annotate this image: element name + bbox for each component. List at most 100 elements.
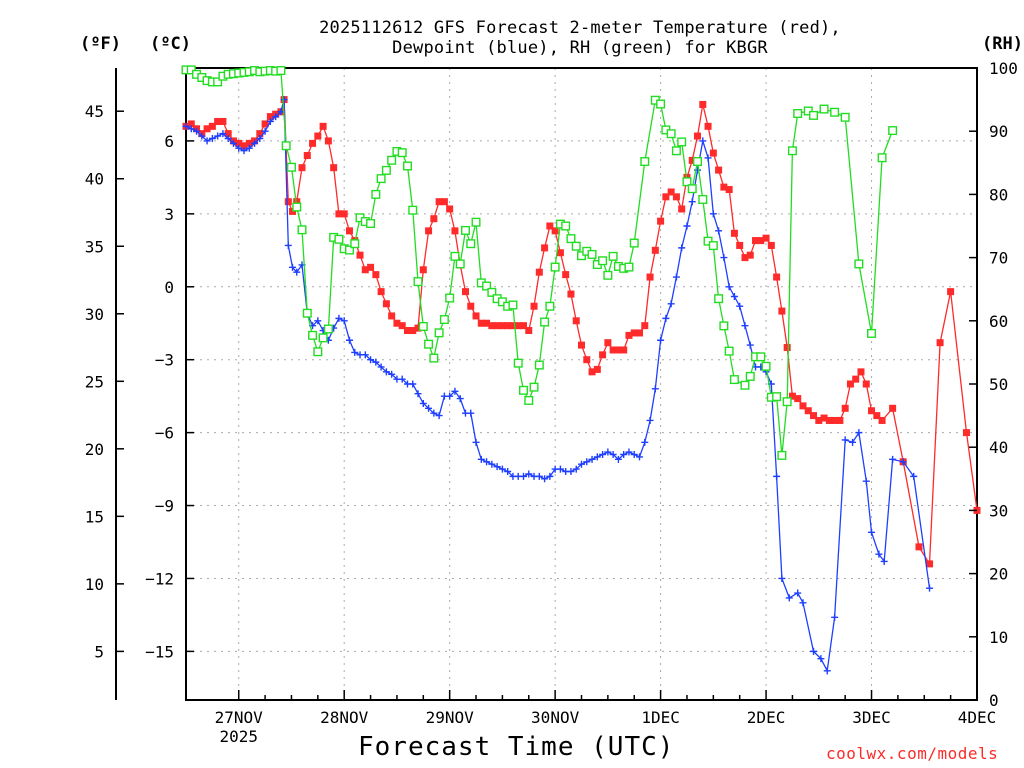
data-point	[651, 385, 659, 393]
data-point	[657, 217, 665, 225]
data-point	[620, 346, 628, 354]
data-point	[729, 375, 739, 385]
data-point	[519, 472, 527, 480]
fahrenheit-tick-label: 20	[85, 440, 104, 459]
data-point	[435, 198, 443, 206]
data-point	[245, 144, 253, 152]
data-point	[773, 273, 781, 281]
data-point	[324, 137, 332, 145]
data-point	[345, 336, 353, 344]
data-point	[873, 412, 881, 420]
data-point	[419, 399, 427, 407]
rh-tick-label: 90	[989, 122, 1008, 141]
data-point	[915, 543, 923, 551]
data-point	[720, 183, 728, 191]
data-point	[488, 322, 496, 330]
data-point	[646, 273, 654, 281]
data-point	[889, 404, 897, 412]
data-point	[525, 470, 533, 478]
data-point	[213, 77, 223, 87]
data-point	[830, 107, 840, 117]
data-point	[746, 341, 754, 349]
data-point	[841, 404, 849, 412]
data-point	[636, 453, 644, 461]
x-axis-label: Forecast Time (UTC)	[358, 732, 675, 762]
data-point	[788, 392, 796, 400]
data-point	[583, 458, 591, 466]
data-point	[256, 130, 264, 138]
data-point	[778, 574, 786, 582]
data-point	[266, 117, 274, 125]
data-point	[947, 288, 955, 296]
data-point	[467, 409, 475, 417]
data-point	[651, 246, 659, 254]
data-point	[823, 667, 831, 675]
data-point	[746, 251, 754, 259]
data-point	[414, 324, 422, 332]
data-point	[446, 392, 454, 400]
data-point	[752, 237, 760, 245]
data-point	[256, 134, 264, 142]
data-point	[849, 438, 857, 446]
data-point	[880, 557, 888, 565]
data-point	[466, 239, 476, 249]
data-point	[572, 465, 580, 473]
data-point	[778, 307, 786, 315]
data-point	[219, 130, 227, 138]
data-point	[720, 254, 728, 262]
data-point	[435, 412, 443, 420]
data-point	[245, 139, 253, 147]
data-point	[657, 336, 665, 344]
data-point	[962, 429, 970, 437]
data-point	[578, 341, 585, 349]
data-point	[810, 647, 818, 655]
data-point	[910, 472, 918, 480]
x-tick-sublabel: 2025	[219, 727, 258, 746]
data-point	[772, 392, 782, 402]
data-point	[687, 184, 697, 194]
data-point	[709, 149, 717, 157]
rh-unit-label: (RH)	[982, 34, 1023, 54]
fahrenheit-tick-label: 15	[85, 507, 104, 526]
data-point	[281, 141, 291, 151]
data-point	[298, 164, 306, 172]
data-point	[878, 416, 886, 424]
data-point	[868, 528, 876, 536]
data-point	[688, 156, 696, 164]
data-point	[725, 186, 733, 194]
data-point	[508, 300, 518, 310]
data-point	[387, 155, 397, 165]
data-point	[292, 202, 302, 212]
data-point	[367, 356, 375, 364]
data-point	[461, 288, 469, 296]
data-point	[740, 380, 750, 390]
series-layer	[181, 65, 981, 675]
data-point	[889, 455, 897, 463]
x-tick-label: 1DEC	[641, 708, 680, 727]
data-point	[302, 308, 312, 318]
data-point	[761, 361, 771, 371]
x-tick-label: 28NOV	[320, 708, 369, 727]
series-line	[185, 99, 931, 673]
celsius-tick-label: 0	[164, 278, 174, 297]
data-point	[402, 161, 412, 171]
data-point	[483, 319, 491, 327]
data-point	[625, 331, 633, 339]
data-point	[546, 222, 554, 230]
data-point	[541, 244, 549, 252]
data-point	[868, 407, 876, 415]
data-point	[289, 263, 297, 271]
data-point	[694, 132, 702, 140]
data-point	[483, 458, 491, 466]
data-point	[794, 395, 802, 403]
data-point	[614, 455, 622, 463]
data-point	[875, 550, 883, 558]
data-point	[335, 314, 343, 322]
data-point	[724, 346, 734, 356]
data-point	[193, 127, 201, 135]
data-point	[214, 117, 222, 125]
data-point	[799, 599, 807, 607]
data-point	[736, 241, 744, 249]
data-point	[867, 328, 877, 338]
data-point	[371, 189, 381, 199]
